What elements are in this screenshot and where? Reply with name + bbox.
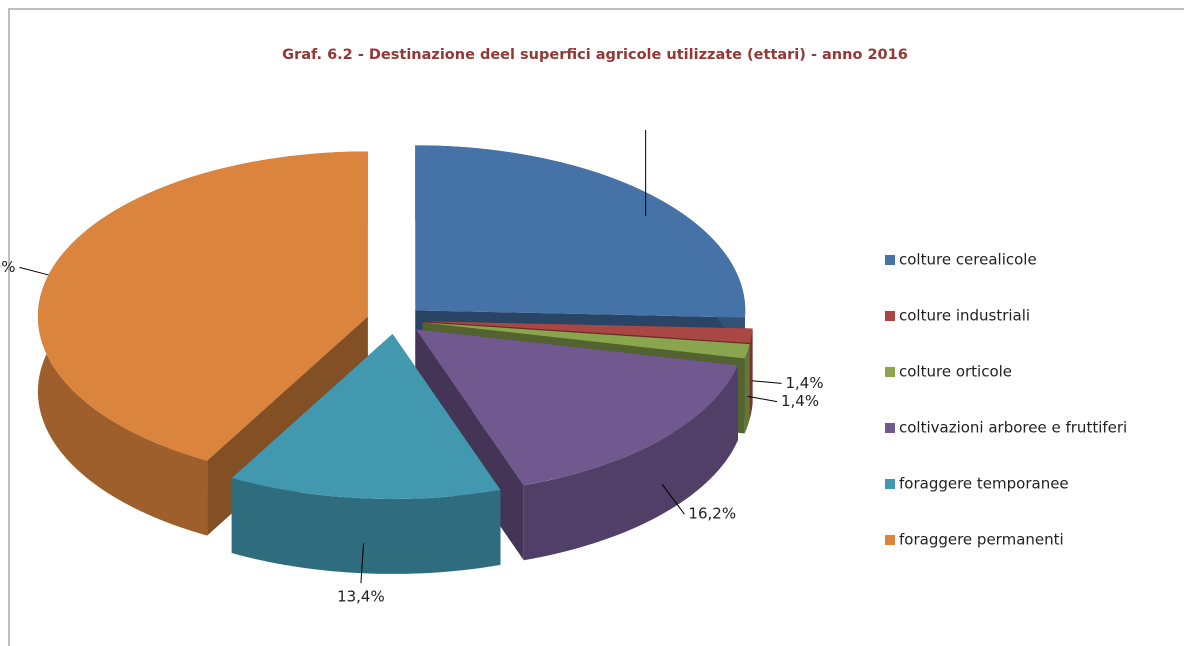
legend-swatch bbox=[885, 423, 895, 433]
leader-line bbox=[661, 483, 685, 515]
pie-slice bbox=[422, 322, 750, 359]
slice-side bbox=[744, 344, 750, 434]
data-label: 13,4% bbox=[337, 588, 385, 606]
leader-line bbox=[751, 380, 782, 384]
pie-slice bbox=[415, 329, 738, 486]
data-label: 16,2% bbox=[688, 505, 736, 523]
leader-line bbox=[360, 543, 365, 584]
slice-side bbox=[750, 328, 753, 418]
leader-line bbox=[19, 266, 49, 276]
legend-label: foraggere temporanee bbox=[899, 475, 1069, 493]
pie-slice bbox=[231, 333, 501, 499]
legend-swatch bbox=[885, 367, 895, 377]
legend-label: colture industriali bbox=[899, 307, 1030, 325]
slice-side bbox=[231, 478, 501, 574]
legend-label: colture cerealicole bbox=[899, 251, 1037, 269]
legend-swatch bbox=[885, 311, 895, 321]
pie-slice bbox=[415, 145, 746, 318]
data-label: 1,4% bbox=[781, 392, 819, 410]
chart-title: Graf. 6.2 - Destinazione deel superfici … bbox=[282, 47, 908, 63]
data-label: 41,9% bbox=[0, 258, 15, 276]
data-label: 1,4% bbox=[785, 374, 823, 392]
pie-slice bbox=[422, 321, 753, 343]
legend-label: foraggere permanenti bbox=[899, 531, 1064, 549]
leader-line bbox=[747, 395, 778, 403]
frame bbox=[8, 8, 1184, 646]
legend-label: coltivazioni arboree e fruttiferi bbox=[899, 419, 1127, 437]
legend-label: colture orticole bbox=[899, 363, 1012, 381]
pie-slice bbox=[37, 151, 368, 461]
legend-swatch bbox=[885, 479, 895, 489]
legend-swatch bbox=[885, 255, 895, 265]
legend-swatch bbox=[885, 535, 895, 545]
slice-side bbox=[523, 365, 738, 561]
